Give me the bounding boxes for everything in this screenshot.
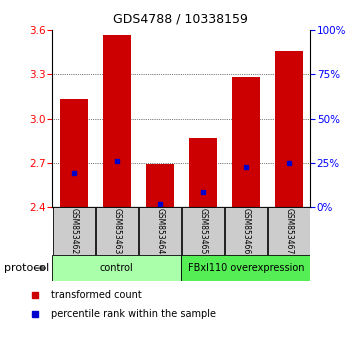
Text: protocol: protocol <box>4 263 49 273</box>
Bar <box>96 207 138 255</box>
Bar <box>268 207 310 255</box>
Text: GSM853467: GSM853467 <box>284 208 293 254</box>
Bar <box>139 207 181 255</box>
Text: GSM853466: GSM853466 <box>242 208 251 254</box>
Bar <box>181 255 310 281</box>
Text: FBxl110 overexpression: FBxl110 overexpression <box>188 263 304 273</box>
Bar <box>232 77 260 207</box>
Bar <box>275 51 303 207</box>
Bar <box>146 164 174 207</box>
Text: GDS4788 / 10338159: GDS4788 / 10338159 <box>113 12 248 25</box>
Text: control: control <box>100 263 134 273</box>
Bar <box>52 255 182 281</box>
Text: GSM853465: GSM853465 <box>199 208 208 254</box>
Text: GSM853463: GSM853463 <box>112 208 121 254</box>
Bar <box>189 138 217 207</box>
Text: percentile rank within the sample: percentile rank within the sample <box>51 309 216 319</box>
Bar <box>182 207 224 255</box>
Text: transformed count: transformed count <box>51 290 142 299</box>
Bar <box>103 34 131 207</box>
Bar <box>225 207 267 255</box>
Bar <box>53 207 95 255</box>
Text: GSM853462: GSM853462 <box>69 208 78 254</box>
Bar <box>60 99 88 207</box>
Text: GSM853464: GSM853464 <box>155 208 164 254</box>
